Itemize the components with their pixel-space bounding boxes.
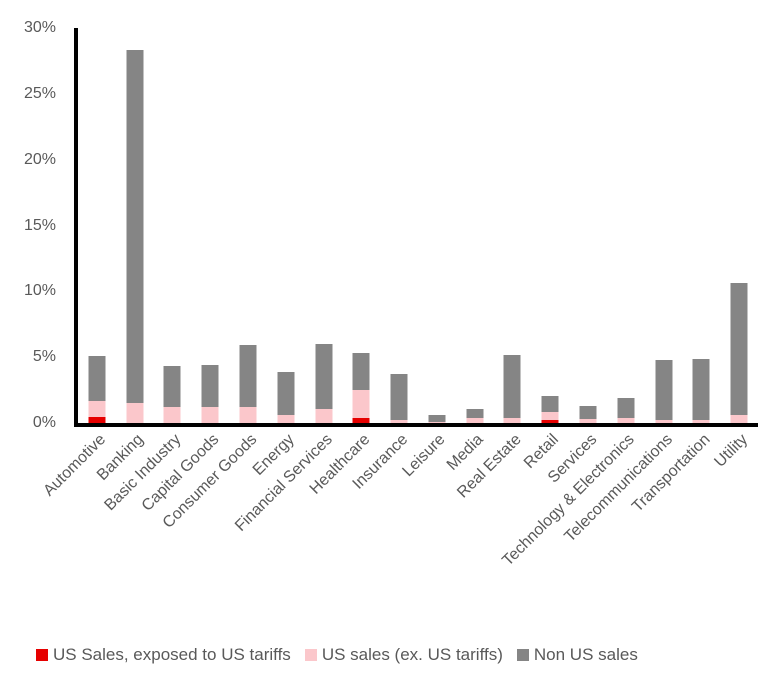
legend-item-non-us-sales: Non US sales <box>516 645 638 665</box>
bar-column-capital-goods <box>191 27 229 423</box>
bar-segment <box>466 409 484 418</box>
bar-column-financial-services <box>305 27 343 423</box>
bar-column-utility <box>720 27 758 423</box>
bar-segment <box>617 397 635 418</box>
bar-column-healthcare <box>342 27 380 423</box>
bar-segment <box>201 406 219 423</box>
legend-item-us-sales-tariffs: US Sales, exposed to US tariffs <box>36 645 291 665</box>
legend-label: Non US sales <box>533 645 638 664</box>
bar-column-banking <box>116 27 154 423</box>
bar-segment <box>88 400 106 418</box>
stacked-bar <box>352 353 370 423</box>
bar-segment <box>88 417 106 423</box>
bar-segment <box>428 421 446 423</box>
bar-segment <box>277 371 295 416</box>
red-swatch-icon <box>36 649 48 661</box>
bar-segment <box>730 415 748 423</box>
bar-segment <box>163 407 181 423</box>
stacked-bar <box>126 50 144 423</box>
pink-swatch-icon <box>304 649 317 661</box>
bar-column-media <box>456 27 494 423</box>
stacked-bar <box>541 396 559 423</box>
stacked-bar <box>730 282 748 423</box>
legend: US Sales, exposed to US tariffs US sales… <box>36 645 756 665</box>
bar-segment <box>655 420 673 423</box>
bar-segment <box>352 353 370 391</box>
bar-segment <box>428 415 446 422</box>
y-tick-label: 20% <box>23 150 56 168</box>
bar-segment <box>617 417 635 423</box>
bar-segment <box>201 365 219 407</box>
bar-segment <box>579 419 597 423</box>
stacked-bar <box>163 366 181 423</box>
bar-segment <box>239 406 257 423</box>
stacked-bar <box>466 409 484 423</box>
bar-column-retail <box>531 27 569 423</box>
bar-column-energy <box>267 27 305 423</box>
bar-segment <box>730 282 748 416</box>
stacked-bar <box>503 354 521 423</box>
bar-segment <box>126 403 144 423</box>
y-axis-line <box>74 28 78 427</box>
gray-swatch-icon <box>516 649 529 661</box>
legend-label: US sales (ex. US tariffs) <box>321 645 503 664</box>
bar-segment <box>277 415 295 423</box>
bar-segment <box>315 408 333 423</box>
stacked-bar <box>617 397 635 423</box>
bar-segment <box>390 374 408 420</box>
y-tick-label: 10% <box>23 282 56 300</box>
plot-area <box>78 27 758 423</box>
y-tick-label: 5% <box>32 348 56 366</box>
bar-segment <box>352 417 370 423</box>
stacked-bar <box>579 405 597 423</box>
bar-column-transportation <box>683 27 721 423</box>
bar-segment <box>352 390 370 418</box>
bar-column-consumer-goods <box>229 27 267 423</box>
stacked-bar <box>655 360 673 423</box>
y-tick-label: 0% <box>32 414 56 431</box>
bar-segment <box>541 396 559 413</box>
y-tick-label: 30% <box>23 19 56 36</box>
bar-column-telecommunications <box>645 27 683 423</box>
bar-segment <box>466 417 484 423</box>
y-tick-label: 25% <box>23 84 56 102</box>
legend-label: US Sales, exposed to US tariffs <box>53 645 291 664</box>
bar-segment <box>390 419 408 423</box>
bar-column-services <box>569 27 607 423</box>
bar-segment <box>579 405 597 420</box>
stacked-bar <box>239 344 257 423</box>
bar-segment <box>88 355 106 401</box>
stacked-bar <box>390 374 408 423</box>
stacked-bar <box>277 371 295 423</box>
bar-column-real-estate <box>494 27 532 423</box>
bar-column-insurance <box>380 27 418 423</box>
bar-segment <box>503 418 521 423</box>
stacked-bar <box>315 344 333 423</box>
bar-column-leisure <box>418 27 456 423</box>
bar-segment <box>692 358 710 421</box>
bar-segment <box>541 412 559 421</box>
legend-item-us-sales-ex-tariffs: US sales (ex. US tariffs) <box>304 645 503 665</box>
bar-segment <box>126 50 144 404</box>
bar-column-automotive <box>78 27 116 423</box>
x-axis-line <box>74 423 758 427</box>
stacked-bar <box>692 358 710 423</box>
bar-column-technology-electronics <box>607 27 645 423</box>
y-tick-label: 15% <box>23 216 56 234</box>
bar-segment <box>239 344 257 407</box>
bar-segment <box>692 420 710 423</box>
bar-segment <box>315 344 333 409</box>
stacked-bar <box>201 365 219 423</box>
bar-segment <box>503 354 521 419</box>
x-category-label: Utility <box>711 431 752 471</box>
stacked-bar <box>428 415 446 423</box>
bar-segment <box>655 360 673 421</box>
bar-segment <box>163 366 181 408</box>
stacked-bar <box>88 355 106 423</box>
bar-column-basic-industry <box>154 27 192 423</box>
bar-segment <box>541 420 559 423</box>
